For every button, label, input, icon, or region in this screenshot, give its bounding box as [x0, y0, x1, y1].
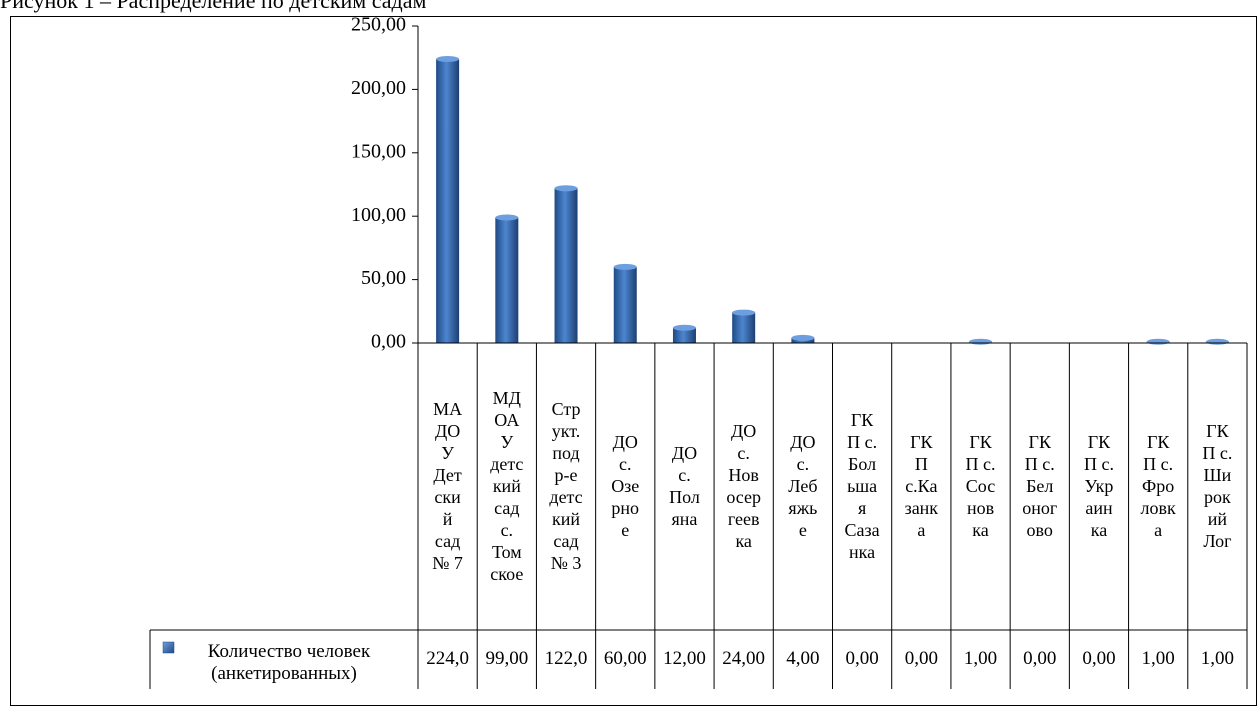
category-label: ДО с. Пол яна: [669, 443, 700, 529]
legend: Количество человек (анкетированных): [162, 641, 371, 684]
value-cell: 224,0: [426, 648, 469, 669]
y-tick-label: 200,00: [351, 77, 406, 99]
category-label: МА ДО У Дет ски й сад № 7: [432, 399, 463, 573]
bar-body: [554, 188, 578, 343]
value-cell: 0,00: [1082, 648, 1115, 669]
y-tick-label: 150,00: [351, 140, 406, 162]
value-cell: 0,00: [845, 648, 878, 669]
value-cell: 60,00: [604, 648, 647, 669]
value-cell: 99,00: [485, 648, 528, 669]
bar-6: [732, 309, 756, 343]
bar-14: [1205, 338, 1229, 345]
bar-body: [672, 327, 696, 343]
bar-2: [495, 214, 519, 343]
bar-body: [495, 217, 519, 343]
y-tick-label: 100,00: [351, 204, 406, 226]
y-tick-label: 50,00: [361, 267, 406, 289]
value-cell: 1,00: [1201, 648, 1234, 669]
bar-13: [1146, 338, 1170, 345]
value-cell: 0,00: [1023, 648, 1056, 669]
bar-5: [672, 324, 696, 343]
bar-4: [613, 263, 637, 343]
legend-label: Количество человек (анкетированных): [208, 641, 371, 684]
bar-7: [791, 334, 815, 343]
bar-top: [791, 334, 815, 341]
y-tick-label: 250,00: [351, 14, 406, 36]
y-tick-label: 0,00: [371, 331, 406, 353]
bar-top: [1205, 338, 1229, 345]
category-label: ГК П с. Сос нов ка: [966, 432, 996, 540]
bar-body: [436, 58, 460, 344]
category-label: ДО с. Нов осер геев ка: [726, 421, 761, 551]
value-cell: 0,00: [905, 648, 938, 669]
category-label: ДО с. Озе рно е: [611, 432, 639, 540]
category-label: Стр укт. под р-е детс кий сад № 3: [549, 399, 582, 573]
bar-10: [969, 338, 993, 345]
category-label: ДО с. Леб яжь е: [788, 432, 817, 540]
category-label: ГК П с. Фро ловк а: [1141, 432, 1176, 540]
category-label: ГК П с. Ши рок ий Лог: [1202, 421, 1232, 551]
value-cell: 122,0: [545, 648, 588, 669]
bar-top: [1146, 338, 1170, 345]
category-label: ГК П с. Бол ьша я Саза нка: [845, 410, 880, 562]
category-label: ГК П с. Бел оног ово: [1022, 432, 1057, 540]
bar-top: [672, 324, 696, 331]
bar-body: [613, 266, 637, 343]
bar-body: [732, 312, 756, 343]
bar-top: [732, 309, 756, 316]
bar-chart: 250,00 200,00 150,00 100,00 50,00 0,00 МА ДО У Д…: [149, 14, 1248, 689]
value-cell: 24,00: [722, 648, 765, 669]
bar-top: [436, 55, 460, 62]
bar-1: [436, 55, 460, 344]
bar-3: [554, 185, 578, 343]
bar-top: [554, 185, 578, 192]
bar-top: [613, 263, 637, 270]
bar-top: [969, 338, 993, 345]
bar-top: [495, 214, 519, 221]
value-cell: 4,00: [786, 648, 819, 669]
value-cell: 1,00: [964, 648, 997, 669]
value-cell: 12,00: [663, 648, 706, 669]
legend-swatch: [162, 641, 175, 654]
figure-caption: Рисунок 1 – Распределение по детским сад…: [0, 0, 427, 13]
value-cell: 1,00: [1142, 648, 1175, 669]
category-label: ГК П с. Укр аин ка: [1084, 432, 1114, 540]
